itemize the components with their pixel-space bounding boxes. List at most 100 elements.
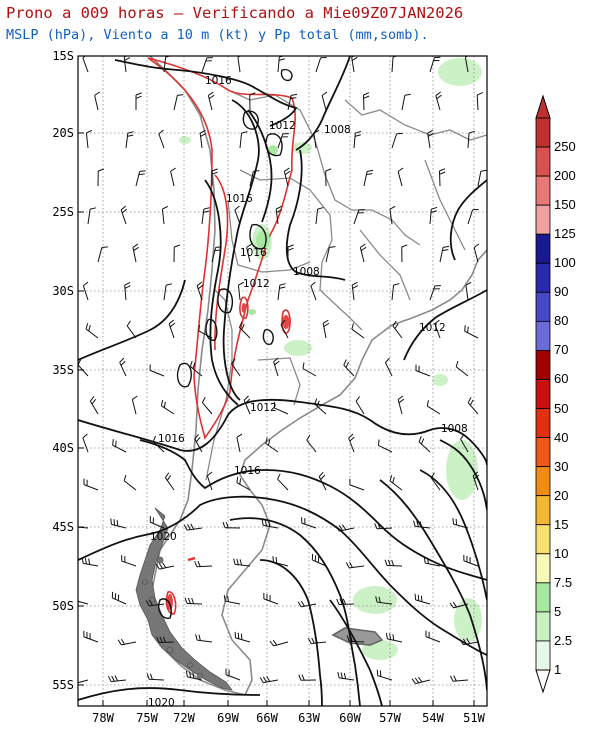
wind-barb-feather xyxy=(391,559,395,566)
wind-barb xyxy=(453,679,469,682)
wind-barb-feather xyxy=(156,636,160,643)
wind-barb-feather xyxy=(73,678,77,683)
wind-barb-feather xyxy=(195,436,201,443)
wind-barb-feather xyxy=(82,56,86,59)
isobar-label: 1016 xyxy=(240,247,267,259)
wind-barb-feather xyxy=(195,634,198,641)
wind-barb xyxy=(225,600,241,605)
wind-barb-feather xyxy=(162,205,169,210)
wind-barb-feather xyxy=(465,281,472,286)
wind-barb-feather xyxy=(392,477,395,484)
wind-barb xyxy=(239,327,251,339)
wind-barb-feather xyxy=(249,92,256,96)
wind-barb-feather xyxy=(84,557,87,565)
wind-barb-feather xyxy=(300,600,305,607)
wind-barb-feather xyxy=(351,56,355,58)
wind-barb-feather xyxy=(307,637,312,644)
wind-barb-feather xyxy=(378,439,380,446)
wind-barb-feather xyxy=(86,129,93,134)
wind-barb-feather xyxy=(397,395,404,400)
wind-barb-feather xyxy=(241,131,248,134)
wind-barb-feather xyxy=(278,58,285,61)
wind-barb-feather xyxy=(234,205,240,211)
wind-barb xyxy=(463,641,479,646)
wind-barb-feather xyxy=(466,638,471,644)
wind-barb xyxy=(201,402,213,415)
wind-barb-feather xyxy=(152,435,157,442)
wind-barb-feather xyxy=(76,595,77,601)
wind-barb xyxy=(306,439,317,453)
lon-label-78w: 78W xyxy=(92,711,114,725)
wind-barb xyxy=(387,638,403,643)
wind-barb xyxy=(322,323,327,339)
wind-barb-feather xyxy=(160,399,164,406)
wind-barb xyxy=(159,565,175,570)
wind-barb-feather xyxy=(120,638,125,645)
wind-barb-feather xyxy=(227,595,230,602)
wind-barb xyxy=(82,285,89,301)
wind-barb xyxy=(111,523,127,529)
wind-barb xyxy=(149,369,165,377)
colorbar-swatch xyxy=(535,117,551,148)
wind-barb xyxy=(94,95,99,111)
colorbar-label: 200 xyxy=(554,168,576,184)
wind-barb-feather xyxy=(174,244,181,248)
wind-barb xyxy=(389,480,403,491)
map-frame xyxy=(77,55,488,707)
colorbar-label: 7.5 xyxy=(554,574,573,590)
isobar-label: 1016 xyxy=(226,193,253,205)
wind-barb-feather xyxy=(236,558,239,565)
wind-barb-feather xyxy=(291,93,298,96)
wind-barb-feather xyxy=(297,601,302,608)
wind-barb-feather xyxy=(88,558,91,565)
wind-barb xyxy=(429,57,435,73)
wind-barb-feather xyxy=(120,205,127,211)
wind-barb-feather xyxy=(284,170,291,176)
wind-barb-feather xyxy=(435,91,441,96)
wind-barb xyxy=(277,133,284,149)
wind-barb-feather xyxy=(348,433,354,439)
wind-barb xyxy=(310,285,317,301)
wind-barb xyxy=(199,133,203,149)
wind-barb xyxy=(190,366,203,377)
wind-barb-feather xyxy=(124,285,131,289)
wind-barb-feather xyxy=(449,602,454,609)
lon-label-63w: 63W xyxy=(298,711,320,725)
wind-barb-feather xyxy=(321,91,328,96)
wind-barb-feather xyxy=(236,476,239,483)
lat-label-45s: 45S xyxy=(52,520,74,534)
wind-barb-feather xyxy=(183,524,188,531)
wind-barb-feather xyxy=(71,521,73,527)
wind-barb-feather xyxy=(385,357,390,363)
wind-barb-feather xyxy=(411,678,416,684)
wind-barb-feather xyxy=(389,205,396,210)
wind-barb xyxy=(187,676,203,681)
colorbar-swatch xyxy=(535,204,551,235)
isobar-label: 1016 xyxy=(205,75,232,87)
wind-barb xyxy=(455,366,469,377)
wind-barb-feather xyxy=(237,56,242,58)
wind-barb-feather xyxy=(185,670,188,677)
wind-barb-feather xyxy=(238,281,245,286)
wind-barb-feather xyxy=(85,323,89,330)
wind-barb-feather xyxy=(162,562,167,569)
precip-colorbar xyxy=(535,94,551,694)
wind-barb xyxy=(339,677,355,681)
wind-barb xyxy=(273,561,289,567)
isobar-label: 1008 xyxy=(441,423,468,435)
colorbar-swatch xyxy=(535,146,551,177)
wind-barb xyxy=(314,403,327,415)
wind-barb xyxy=(83,636,99,643)
wind-barb xyxy=(78,679,89,684)
wind-barb-feather xyxy=(135,92,142,96)
wind-barb xyxy=(315,209,319,225)
country-borders xyxy=(205,89,487,481)
wind-barb-feather xyxy=(189,360,193,367)
wind-barb xyxy=(123,57,127,73)
wind-barb-feather xyxy=(443,245,450,248)
wind-barb-feather xyxy=(442,249,449,252)
wind-barb xyxy=(83,484,99,491)
wind-barb xyxy=(163,285,167,301)
wind-barb xyxy=(263,679,279,684)
wind-barb-feather xyxy=(316,400,320,407)
